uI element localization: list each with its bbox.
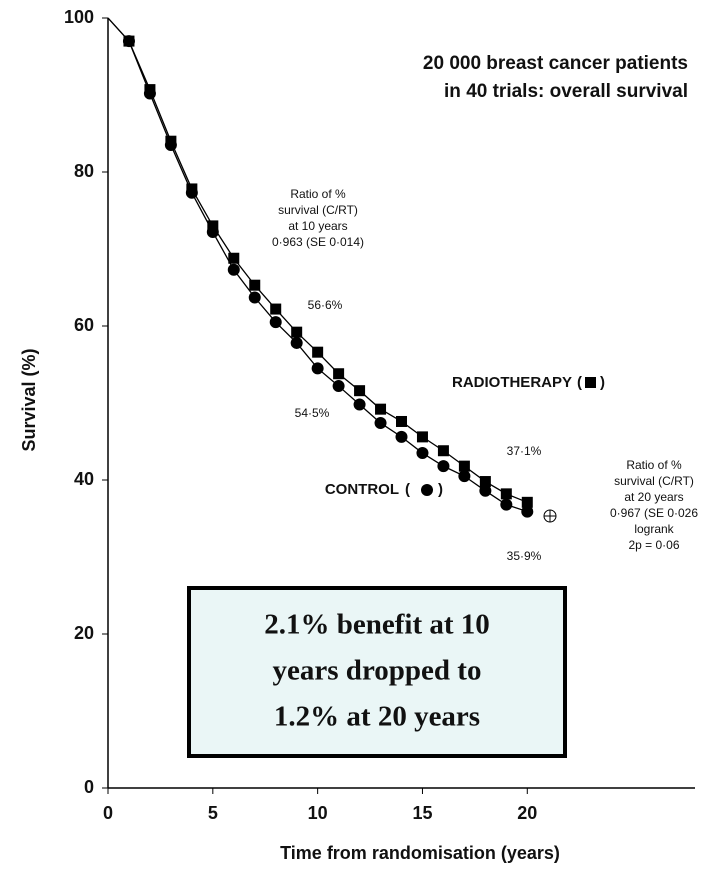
x-tick-label: 15	[412, 803, 432, 823]
legend-symbol: (	[577, 374, 582, 391]
marker	[291, 326, 303, 338]
marker	[249, 279, 261, 291]
marker	[521, 496, 533, 508]
marker	[354, 385, 366, 397]
annotation: 0·963 (SE 0·014)	[272, 235, 364, 249]
value-label: 54·5%	[295, 406, 330, 420]
marker	[332, 380, 345, 393]
callout-text: years dropped to	[273, 655, 482, 687]
marker	[479, 484, 492, 497]
legend-marker	[585, 377, 596, 388]
legend-marker	[421, 484, 433, 496]
callout-box	[187, 586, 567, 758]
plot-area: 0 20 40 60 80 100 0 5 10 15 20	[64, 7, 695, 823]
x-tick-label: 0	[103, 803, 113, 823]
x-tick-label: 10	[308, 803, 328, 823]
value-label: 35·9%	[507, 549, 542, 563]
annotation: Ratio of %	[290, 187, 346, 201]
marker	[164, 139, 177, 152]
value-label: 37·1%	[507, 444, 542, 458]
marker	[458, 470, 471, 483]
annotation: survival (C/RT)	[614, 474, 694, 488]
marker	[437, 460, 450, 473]
annotation: at 20 years	[624, 490, 683, 504]
marker	[479, 476, 491, 488]
marker	[395, 430, 408, 443]
x-axis-title: Time from randomisation (years)	[280, 843, 560, 863]
marker	[416, 431, 428, 443]
annotation: survival (C/RT)	[278, 203, 358, 217]
marker	[207, 220, 219, 232]
marker	[185, 186, 198, 199]
x-tick-label: 20	[517, 803, 537, 823]
legend-symbol: (	[405, 481, 410, 498]
y-tick-label: 0	[84, 777, 94, 797]
legend-label: CONTROL	[325, 481, 399, 498]
y-tick-label: 100	[64, 7, 94, 27]
marker	[375, 403, 387, 415]
marker	[311, 362, 324, 375]
marker	[353, 398, 366, 411]
marker	[122, 35, 135, 48]
marker	[500, 488, 512, 500]
x-tick-label: 5	[208, 803, 218, 823]
annotation: logrank	[634, 522, 674, 536]
annotation: Ratio of %	[626, 458, 682, 472]
marker	[458, 460, 470, 472]
marker	[227, 263, 240, 276]
marker	[269, 316, 282, 329]
marker	[521, 505, 534, 518]
chart-title: 20 000 breast cancer patients	[423, 53, 688, 74]
overall-symbol	[543, 509, 557, 523]
marker	[374, 417, 387, 430]
marker	[248, 291, 261, 304]
annotation: 2p = 0·06	[628, 538, 679, 552]
legend-label: RADIOTHERAPY	[452, 374, 572, 391]
legend-symbol: )	[438, 481, 443, 498]
callout-text: 2.1% benefit at 10	[264, 609, 490, 641]
annotation: 0·967 (SE 0·026	[610, 506, 698, 520]
marker	[270, 303, 282, 315]
marker	[500, 498, 513, 511]
callout-text: 1.2% at 20 years	[274, 701, 480, 733]
marker	[228, 252, 240, 264]
y-tick-label: 80	[74, 161, 94, 181]
y-axis-title: Survival (%)	[19, 348, 39, 451]
value-label: 56·6%	[308, 298, 343, 312]
marker	[333, 368, 345, 380]
marker	[396, 415, 407, 427]
chart-title: in 40 trials: overall survival	[444, 81, 688, 102]
marker	[290, 336, 303, 349]
marker	[206, 226, 219, 239]
marker	[437, 445, 449, 457]
marker	[416, 447, 429, 460]
marker	[312, 346, 324, 358]
y-tick-label: 40	[74, 469, 94, 489]
annotation: at 10 years	[288, 219, 347, 233]
legend-symbol: )	[600, 374, 605, 391]
y-tick-label: 60	[74, 315, 94, 335]
y-tick-label: 20	[74, 623, 94, 643]
marker	[143, 87, 156, 100]
